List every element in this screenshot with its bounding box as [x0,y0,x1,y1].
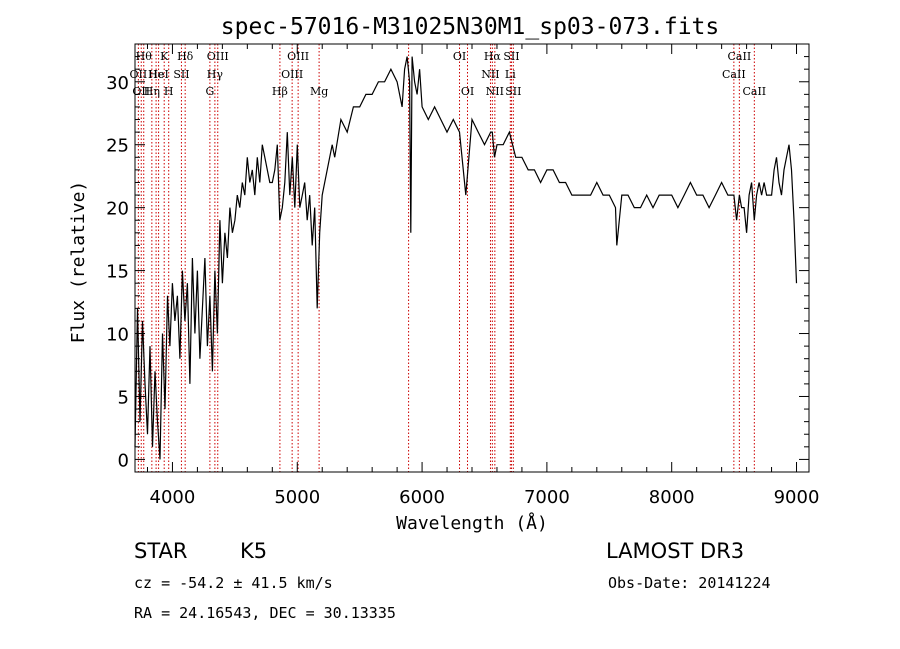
spectral-line-label: CaII [722,68,746,81]
spectral-line-label: OIII [287,50,309,63]
spectral-line-label: K [160,50,169,63]
spectral-line-label: OIII [281,68,303,81]
spectral-line-label: OIII [207,50,229,63]
spectral-line-label: NII [481,68,499,81]
y-tick-label: 20 [106,199,129,220]
spectral-line-label: OI [453,50,466,63]
spectral-line-label: NII [486,85,504,98]
spectral-line-label: CaII [728,50,752,63]
spectral-line-label: SII [505,85,521,98]
flux-series-line [134,56,798,460]
spectral-line-label: CaII [742,85,766,98]
x-tick-label: 9000 [774,487,820,508]
spectral-line-label: Li [505,68,516,81]
spectral-line-label: He [148,68,164,81]
spectral-line-label: G [205,85,214,98]
spectral-line-label: Hα [484,50,502,63]
y-tick-label: 0 [118,450,129,471]
x-tick-label: 6000 [399,487,445,508]
chart-title: spec-57016-M31025N30M1_sp03-073.fits [221,14,720,40]
spectral-line-label: OI [461,85,474,98]
y-axis-ticks: 0 5 10 15 20 25 30 [106,43,809,471]
x-tick-label: 4000 [150,487,196,508]
x-tick-label: 8000 [649,487,695,508]
spectral-line-markers [137,44,755,472]
x-tick-label: 5000 [274,487,320,508]
x-tick-label: 7000 [524,487,570,508]
spectral-line-label: HeI [148,68,168,81]
plot-frame [134,43,810,473]
spectral-line-label: Hθ [136,50,153,63]
y-tick-label: 5 [118,387,129,408]
y-tick-label: 15 [106,262,129,283]
redshift-velocity: cz = -54.2 ± 41.5 km/s [134,574,333,592]
spectral-line-label: Hη [144,85,160,98]
coordinates: RA = 24.16543, DEC = 30.13335 [134,604,396,622]
y-tick-label: 25 [106,136,129,157]
spectral-line-labels: OIIOIIHθHηHeHeIKHSIIHδGHγOIIIHβOIIIOIIIM… [130,50,767,98]
spectral-line-label: H [164,85,174,98]
object-subclass: K5 [240,539,268,563]
y-tick-label: 30 [106,73,129,94]
observation-date: Obs-Date: 20141224 [608,574,771,592]
x-axis-ticks: 4000 5000 6000 7000 8000 9000 [146,44,820,508]
spectral-line-label: Hγ [207,68,224,81]
y-tick-label: 10 [106,325,129,346]
y-axis-label: Flux (relative) [68,181,89,344]
spectral-line-label: Mg [310,85,328,98]
survey-name: LAMOST DR3 [606,539,745,563]
spectral-line-label: OII [130,68,148,81]
spectral-line-label: SII [173,68,189,81]
x-axis-label: Wavelength (Å) [396,512,548,534]
object-class: STAR [134,539,188,563]
spectral-line-label: SII [503,50,519,63]
spectral-line-label: Hβ [272,85,288,98]
spectral-line-label: Hδ [177,50,194,63]
